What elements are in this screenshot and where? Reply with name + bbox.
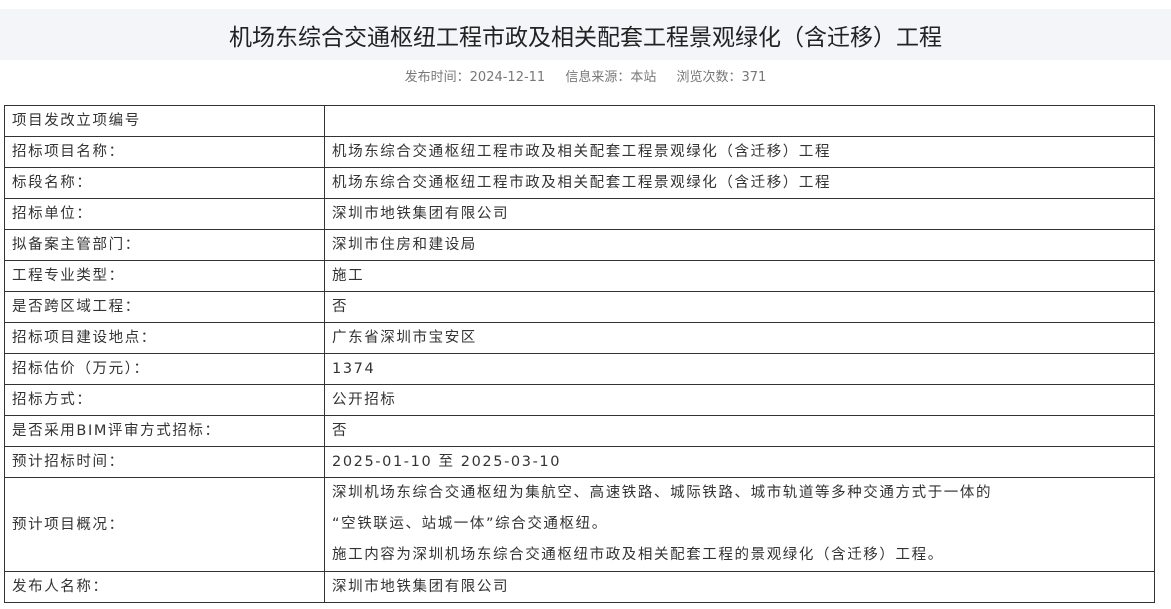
row-label: 招标项目建设地点： <box>4 322 325 354</box>
page-title: 机场东综合交通枢纽工程市政及相关配套工程景观绿化（含迁移）工程 <box>229 24 942 51</box>
row-value: 深圳市住房和建设局 <box>324 229 1155 261</box>
row-label: 是否采用BIM评审方式招标： <box>4 415 325 447</box>
value-line: 深圳机场东综合交通枢纽为集航空、高速铁路、城际铁路、城市轨道等多种交通方式于一体… <box>332 485 993 501</box>
table-row: 工程专业类型： 施工 <box>4 260 1155 292</box>
row-label: 工程专业类型： <box>4 260 325 292</box>
table-row: 招标方式： 公开招标 <box>4 384 1155 416</box>
row-value: 公开招标 <box>324 384 1155 416</box>
row-label: 预计项目概况： <box>4 477 325 572</box>
row-label: 招标项目名称： <box>4 136 325 168</box>
row-label: 标段名称： <box>4 167 325 199</box>
row-label: 是否跨区域工程： <box>4 291 325 323</box>
row-value: 机场东综合交通枢纽工程市政及相关配套工程景观绿化（含迁移）工程 <box>324 167 1155 199</box>
row-value: 深圳市地铁集团有限公司 <box>324 571 1155 603</box>
table-row: 拟备案主管部门： 深圳市住房和建设局 <box>4 229 1155 261</box>
row-value: 广东省深圳市宝安区 <box>324 322 1155 354</box>
row-value: 深圳市地铁集团有限公司 <box>324 198 1155 230</box>
row-label: 项目发改立项编号 <box>4 105 325 137</box>
value-line: “空铁联运、站城一体”综合交通枢纽。 <box>332 516 608 532</box>
table-row: 招标项目名称： 机场东综合交通枢纽工程市政及相关配套工程景观绿化（含迁移）工程 <box>4 136 1155 168</box>
table-row: 预计招标时间： 2025-01-10 至 2025-03-10 <box>4 446 1155 478</box>
row-value: 1374 <box>324 353 1155 385</box>
row-value: 2025-01-10 至 2025-03-10 <box>324 446 1155 478</box>
row-value: 机场东综合交通枢纽工程市政及相关配套工程景观绿化（含迁移）工程 <box>324 136 1155 168</box>
table-row: 招标项目建设地点： 广东省深圳市宝安区 <box>4 322 1155 354</box>
table-row: 发布人名称： 深圳市地铁集团有限公司 <box>4 571 1155 603</box>
table-row: 项目发改立项编号 <box>4 105 1155 137</box>
publish-time: 发布时间：2024-12-11 <box>404 70 546 85</box>
row-value: 否 <box>324 291 1155 323</box>
row-value: 施工 <box>324 260 1155 292</box>
table-row: 招标估价（万元）： 1374 <box>4 353 1155 385</box>
project-info-table: 项目发改立项编号 招标项目名称： 机场东综合交通枢纽工程市政及相关配套工程景观绿化（… <box>4 105 1155 603</box>
row-label: 发布人名称： <box>4 571 325 603</box>
table-row: 是否采用BIM评审方式招标：否 <box>4 415 1155 447</box>
value-line: 施工内容为深圳机场东综合交通枢纽市政及相关配套工程的景观绿化（含迁移）工程。 <box>332 547 944 563</box>
table-row: 招标单位： 深圳市地铁集团有限公司 <box>4 198 1155 230</box>
row-label: 招标估价（万元）： <box>4 353 325 385</box>
view-count: 浏览次数：371 <box>676 70 767 85</box>
table-row: 预计项目概况： 深圳机场东综合交通枢纽为集航空、高速铁路、城际铁路、城市轨道等多种… <box>4 477 1155 572</box>
meta-info: 发布时间：2024-12-11 信息来源：本站 浏览次数：371 <box>0 66 1171 85</box>
row-label: 招标方式： <box>4 384 325 416</box>
row-label: 拟备案主管部门： <box>4 229 325 261</box>
table-row: 标段名称： 机场东综合交通枢纽工程市政及相关配套工程景观绿化（含迁移）工程 <box>4 167 1155 199</box>
info-source: 信息来源：本站 <box>565 70 657 85</box>
row-label: 招标单位： <box>4 198 325 230</box>
row-value: 深圳机场东综合交通枢纽为集航空、高速铁路、城际铁路、城市轨道等多种交通方式于一体… <box>324 477 1155 572</box>
table-row: 是否跨区域工程：否 <box>4 291 1155 323</box>
row-value <box>324 105 1155 137</box>
row-label: 预计招标时间： <box>4 446 325 478</box>
title-band: 机场东综合交通枢纽工程市政及相关配套工程景观绿化（含迁移）工程 <box>0 9 1171 60</box>
row-value: 否 <box>324 415 1155 447</box>
